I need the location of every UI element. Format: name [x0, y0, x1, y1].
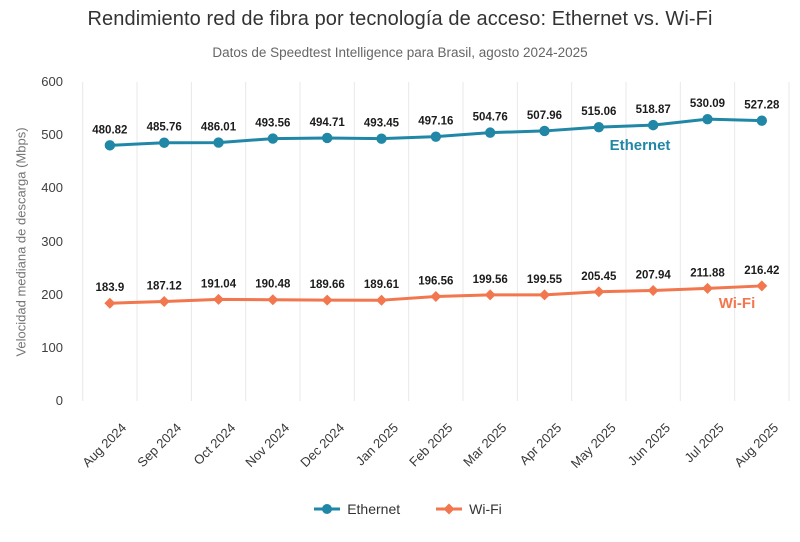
chart-title: Rendimiento red de fibra por tecnología …: [87, 8, 713, 30]
y-axis-tick-label: 600: [41, 74, 63, 89]
data-point-marker-ethernet: [321, 132, 333, 144]
data-point-label: 530.09: [690, 98, 725, 110]
data-point-label: 507.96: [527, 110, 562, 122]
data-point-label: 485.76: [147, 122, 182, 134]
series-label-ethernet: Ethernet: [609, 137, 671, 154]
data-point-label: 189.61: [364, 279, 400, 291]
data-point-marker-ethernet: [376, 133, 387, 144]
data-point-marker-ethernet: [756, 115, 768, 126]
data-point-label: 515.06: [581, 106, 616, 118]
data-point-label: 187.12: [147, 281, 182, 293]
data-point-marker-ethernet: [702, 113, 713, 125]
legend-label: Ethernet: [347, 501, 401, 517]
data-point-label: 494.71: [310, 117, 346, 129]
legend-marker-circle-icon: [314, 504, 341, 514]
data-point-marker-wi-fi: [321, 294, 333, 306]
chart-subtitle: Datos de Speedtest Intelligence para Bra…: [212, 45, 588, 60]
data-point-marker-ethernet: [647, 119, 659, 131]
data-point-marker-wi-fi: [701, 282, 713, 294]
data-point-marker-ethernet: [158, 137, 170, 148]
y-axis-tick-label: 0: [55, 393, 63, 408]
data-point-marker-wi-fi: [593, 286, 605, 298]
data-point-marker-ethernet: [593, 121, 605, 133]
y-axis-tick-label: 100: [41, 339, 63, 355]
data-point-marker-ethernet: [539, 125, 550, 137]
data-point-label: 527.28: [744, 100, 780, 112]
data-point-marker-wi-fi: [104, 297, 116, 309]
data-point-label: 199.55: [527, 274, 563, 286]
y-axis-tick-label: 400: [41, 180, 63, 196]
data-point-label: 183.9: [95, 282, 124, 294]
legend-label: Wi-Fi: [469, 501, 502, 517]
data-point-label: 493.56: [255, 118, 290, 130]
data-point-marker-wi-fi: [430, 290, 442, 302]
data-point-label: 216.42: [744, 265, 779, 277]
data-point-marker-ethernet: [430, 131, 442, 142]
data-point-marker-wi-fi: [158, 296, 170, 308]
y-axis-tick-label: 200: [41, 286, 63, 302]
data-point-label: 497.16: [418, 116, 453, 128]
data-point-label: 518.87: [636, 104, 671, 116]
data-point-label: 207.94: [636, 269, 672, 281]
legend-item-ethernet[interactable]: Ethernet: [314, 501, 400, 517]
data-point-label: 205.45: [581, 271, 617, 283]
data-point-label: 504.76: [473, 112, 508, 124]
data-point-label: 480.82: [92, 124, 127, 136]
data-point-label: 189.66: [310, 279, 345, 291]
data-point-marker-ethernet: [267, 133, 279, 144]
y-axis-tick-label: 300: [41, 233, 63, 249]
data-point-marker-wi-fi: [756, 280, 768, 292]
data-point-marker-wi-fi: [213, 293, 225, 305]
data-point-marker-wi-fi: [539, 289, 551, 301]
data-point-label: 196.56: [418, 275, 453, 287]
data-point-label: 190.48: [255, 279, 291, 291]
y-axis-tick-label: 500: [41, 127, 63, 143]
data-point-marker-wi-fi: [647, 284, 659, 296]
data-point-label: 486.01: [201, 122, 237, 134]
legend-marker-diamond-icon: [436, 503, 463, 515]
data-point-marker-ethernet: [213, 137, 224, 148]
data-point-label: 211.88: [690, 267, 725, 279]
legend: Ethernet Wi-Fi: [0, 501, 800, 517]
legend-item-wi-fi[interactable]: Wi-Fi: [436, 501, 502, 517]
data-point-label: 191.04: [201, 278, 237, 290]
data-point-label: 493.45: [364, 118, 400, 130]
data-point-marker-wi-fi: [376, 294, 388, 306]
data-point-marker-ethernet: [484, 127, 496, 138]
data-point-marker-ethernet: [104, 140, 116, 151]
data-point-label: 199.56: [473, 274, 508, 286]
data-point-marker-wi-fi: [267, 294, 279, 306]
data-point-marker-wi-fi: [484, 289, 496, 301]
series-label-wifi: Wi-Fi: [718, 295, 756, 312]
